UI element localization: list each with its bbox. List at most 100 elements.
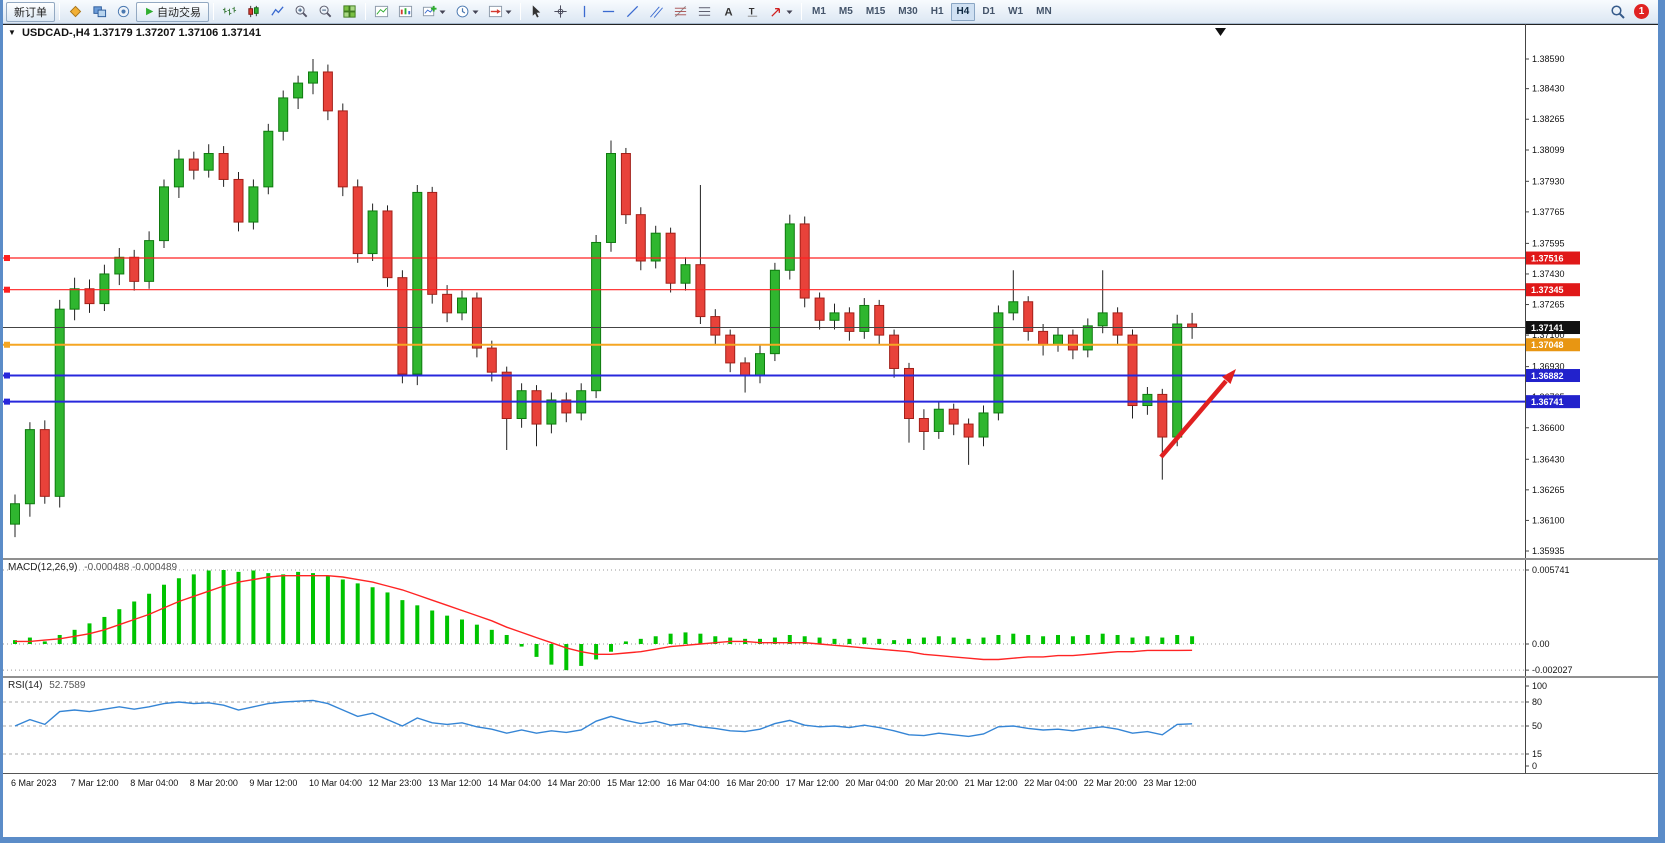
price-tag: [1526, 369, 1580, 383]
timeframe-group: M1 M5 M15 M30 H1 H4 D1 W1 MN: [806, 2, 1058, 21]
time-label: 23 Mar 12:00: [1143, 778, 1197, 788]
notification-badge[interactable]: 1: [1634, 4, 1649, 19]
bar-chart-button[interactable]: [218, 2, 241, 22]
zoom-in-icon: [295, 5, 308, 18]
main-chart-canvas[interactable]: 1.38590 1.38430 1.38265 1.38099 1.37930 1.377…: [3, 24, 1658, 558]
time-label: 10 Mar 04:00: [309, 778, 363, 788]
ohlc-values: 1.37179 1.37207 1.37106 1.37141: [92, 27, 262, 39]
macd-histogram: [13, 570, 1195, 671]
navigator-button[interactable]: [112, 2, 135, 22]
svg-text:1.37100: 1.37100: [1532, 330, 1565, 340]
line-handle[interactable]: [4, 341, 10, 348]
svg-text:1.36600: 1.36600: [1532, 423, 1565, 433]
metaeditor-button[interactable]: [64, 2, 87, 22]
line-handle[interactable]: [4, 255, 10, 262]
auto-trading-button[interactable]: 自动交易: [136, 1, 209, 22]
timeframe-h4[interactable]: H4: [950, 2, 976, 21]
template-icon: [398, 5, 413, 18]
svg-text:1.36741: 1.36741: [1531, 397, 1564, 407]
market-watch-button[interactable]: [88, 2, 111, 22]
svg-text:1.37048: 1.37048: [1531, 340, 1564, 350]
line-chart-icon: [271, 6, 284, 16]
rsi-line: [14, 699, 1193, 738]
toolbar-separator: [520, 3, 521, 20]
price-tag: [1526, 251, 1580, 265]
macd-panel: MACD(12,26,9) -0.000488 -0.000489 0.0057…: [3, 558, 1658, 676]
collapse-triangle-icon[interactable]: ▼: [8, 28, 16, 37]
search-button[interactable]: [1606, 2, 1630, 22]
rsi-value: 52.7589: [49, 680, 86, 691]
symbol-label: USDCAD-,H4: [21, 27, 90, 39]
time-label: 14 Mar 20:00: [547, 778, 601, 788]
cursor-tool-button[interactable]: [525, 2, 548, 22]
zoom-out-icon: [319, 5, 332, 18]
macd-signal-line: [15, 574, 1193, 661]
svg-text:80: 80: [1532, 697, 1542, 707]
time-label: 9 Mar 12:00: [249, 778, 298, 788]
new-order-button[interactable]: 新订单: [6, 1, 55, 22]
candlestick-chart-button[interactable]: [242, 2, 265, 22]
timeframe-h1[interactable]: H1: [930, 6, 944, 17]
svg-text:1.37141: 1.37141: [1531, 323, 1564, 333]
time-label: 6 Mar 2023: [11, 778, 57, 788]
tile-windows-button[interactable]: [338, 2, 361, 22]
fibonacci-icon: [674, 6, 687, 17]
timeframe-m30[interactable]: M30: [898, 6, 918, 17]
svg-text:1.37430: 1.37430: [1532, 269, 1565, 279]
candlestick-icon: [248, 5, 259, 18]
fibonacci-tool-button[interactable]: [669, 2, 692, 22]
zoom-out-button[interactable]: [314, 2, 337, 22]
time-label: 21 Mar 12:00: [964, 778, 1018, 788]
zoom-in-button[interactable]: [290, 2, 313, 22]
clock-button[interactable]: [451, 2, 483, 22]
svg-text:1.37930: 1.37930: [1532, 176, 1565, 186]
time-axis[interactable]: 6 Mar 2023 7 Mar 12:00 8 Mar 04:00 8 Mar 20…: [3, 773, 1658, 795]
new-chart-button[interactable]: [418, 2, 450, 22]
macd-canvas[interactable]: 0.005741 0.00 -0.002027: [3, 560, 1658, 676]
line-chart-button[interactable]: [266, 2, 289, 22]
arrow-shapes-button[interactable]: [765, 2, 797, 22]
timeframe-d1[interactable]: D1: [982, 6, 996, 17]
vertical-line-icon: [583, 5, 586, 18]
text-tool-button[interactable]: A: [717, 2, 740, 22]
svg-text:1.37265: 1.37265: [1532, 300, 1565, 310]
line-handle[interactable]: [4, 398, 10, 405]
timeframe-w1[interactable]: W1: [1008, 6, 1024, 17]
timeframe-m1[interactable]: M1: [812, 6, 826, 17]
time-label: 8 Mar 04:00: [130, 778, 179, 788]
rsi-panel: RSI(14) 52.7589 100 80 50 15 0: [3, 676, 1658, 773]
crosshair-tool-button[interactable]: [549, 2, 572, 22]
line-handle[interactable]: [4, 286, 10, 293]
rsi-canvas[interactable]: 100 80 50 15 0: [3, 678, 1658, 773]
chart-shift-button[interactable]: [484, 2, 516, 22]
trendline-tool-button[interactable]: [621, 2, 644, 22]
vertical-line-tool-button[interactable]: [573, 2, 596, 22]
svg-text:1.37516: 1.37516: [1531, 254, 1564, 264]
svg-text:50: 50: [1532, 721, 1542, 731]
svg-text:0: 0: [1532, 761, 1537, 771]
time-label: 22 Mar 20:00: [1083, 778, 1137, 788]
ohlc-readout: ▼ USDCAD-,H4 1.37179 1.37207 1.37106 1.3…: [8, 27, 261, 39]
new-order-label: 新订单: [14, 6, 47, 19]
line-handle[interactable]: [4, 372, 10, 379]
tile-windows-icon: [343, 5, 356, 18]
equidistant-lines-tool-button[interactable]: [693, 2, 716, 22]
indicators-icon: [374, 5, 389, 18]
horizontal-line-tool-button[interactable]: [597, 2, 620, 22]
template-button[interactable]: [394, 2, 417, 22]
timeframe-mn[interactable]: MN: [1036, 6, 1052, 17]
channel-tool-button[interactable]: [645, 2, 668, 22]
indicators-button[interactable]: [370, 2, 393, 22]
cursor-icon: [532, 5, 541, 18]
label-tool-button[interactable]: T: [741, 2, 764, 22]
svg-text:1.36100: 1.36100: [1532, 515, 1565, 525]
timeframe-m15[interactable]: M15: [865, 6, 886, 17]
text-icon: A: [724, 6, 732, 18]
time-label: 16 Mar 04:00: [666, 778, 720, 788]
trend-arrow-annotation[interactable]: [1159, 369, 1236, 459]
timeframe-m5[interactable]: M5: [838, 6, 853, 17]
time-label: 16 Mar 20:00: [726, 778, 780, 788]
auto-trading-label: 自动交易: [157, 6, 201, 19]
toolbar-separator: [801, 3, 802, 20]
